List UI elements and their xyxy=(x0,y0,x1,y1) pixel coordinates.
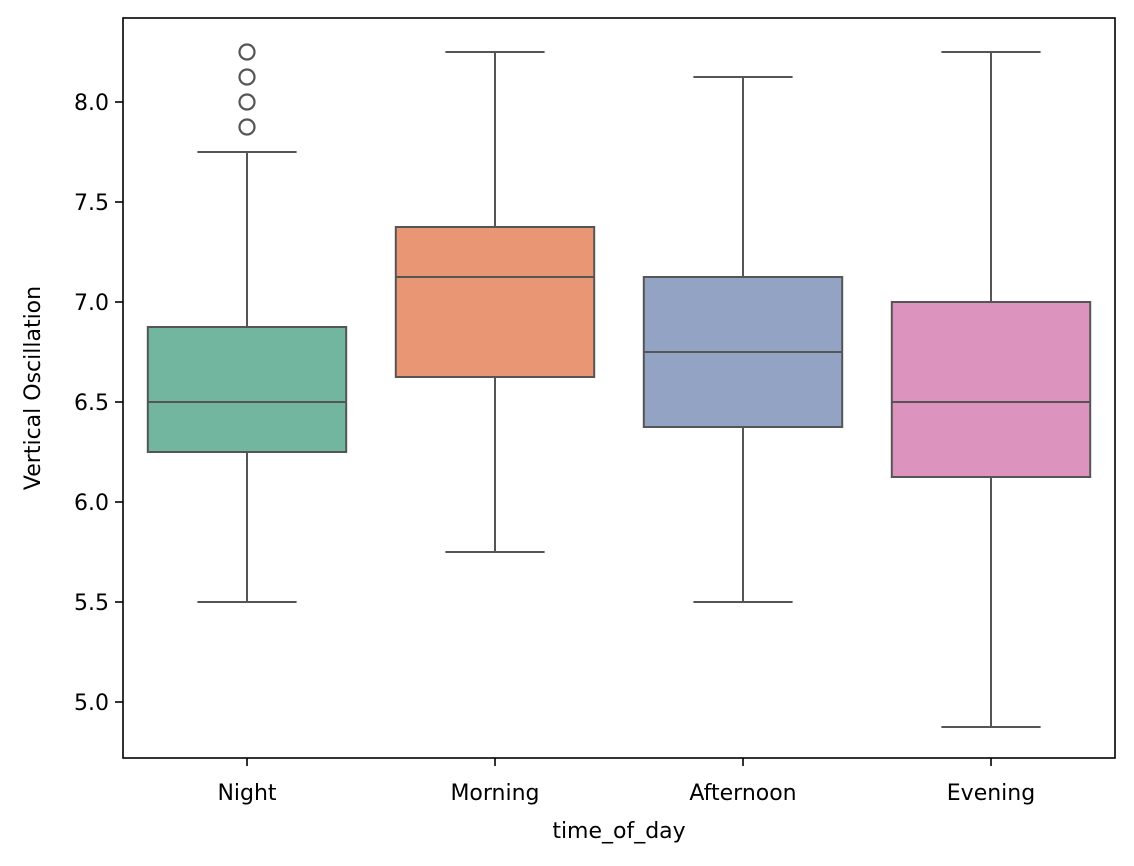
outlier-point xyxy=(238,68,256,86)
y-tick-label: 8.0 xyxy=(74,91,109,116)
plot-frame xyxy=(122,17,1116,759)
y-axis-label: Vertical Oscillation xyxy=(21,286,46,490)
y-tick-label: 6.5 xyxy=(74,391,109,416)
y-tick-label: 6.0 xyxy=(74,491,109,516)
y-tick-label: 5.0 xyxy=(74,691,109,716)
y-tick-label: 5.5 xyxy=(74,591,109,616)
x-tick-label: Afternoon xyxy=(689,781,796,806)
y-axis: 5.0 5.5 6.0 6.5 7.0 7.5 8.0 xyxy=(74,91,123,716)
y-tick-label: 7.0 xyxy=(74,291,109,316)
x-axis-label: time_of_day xyxy=(552,819,685,844)
outlier-point xyxy=(238,43,256,61)
box-plot-marks xyxy=(146,43,1092,728)
outlier-point xyxy=(238,118,256,136)
x-tick-label: Night xyxy=(217,781,276,806)
outlier-point xyxy=(238,93,256,111)
box-group-2 xyxy=(642,76,844,603)
x-axis: Night Morning Afternoon Evening xyxy=(217,758,1035,806)
box-group-1 xyxy=(394,51,596,553)
box-group-0 xyxy=(146,43,348,603)
box-group-3 xyxy=(890,51,1092,728)
iqr-box xyxy=(394,226,596,378)
x-tick-label: Evening xyxy=(947,781,1035,806)
y-tick-label: 7.5 xyxy=(74,191,109,216)
iqr-box xyxy=(890,301,1092,478)
iqr-box xyxy=(146,326,348,453)
x-tick-label: Morning xyxy=(450,781,539,806)
